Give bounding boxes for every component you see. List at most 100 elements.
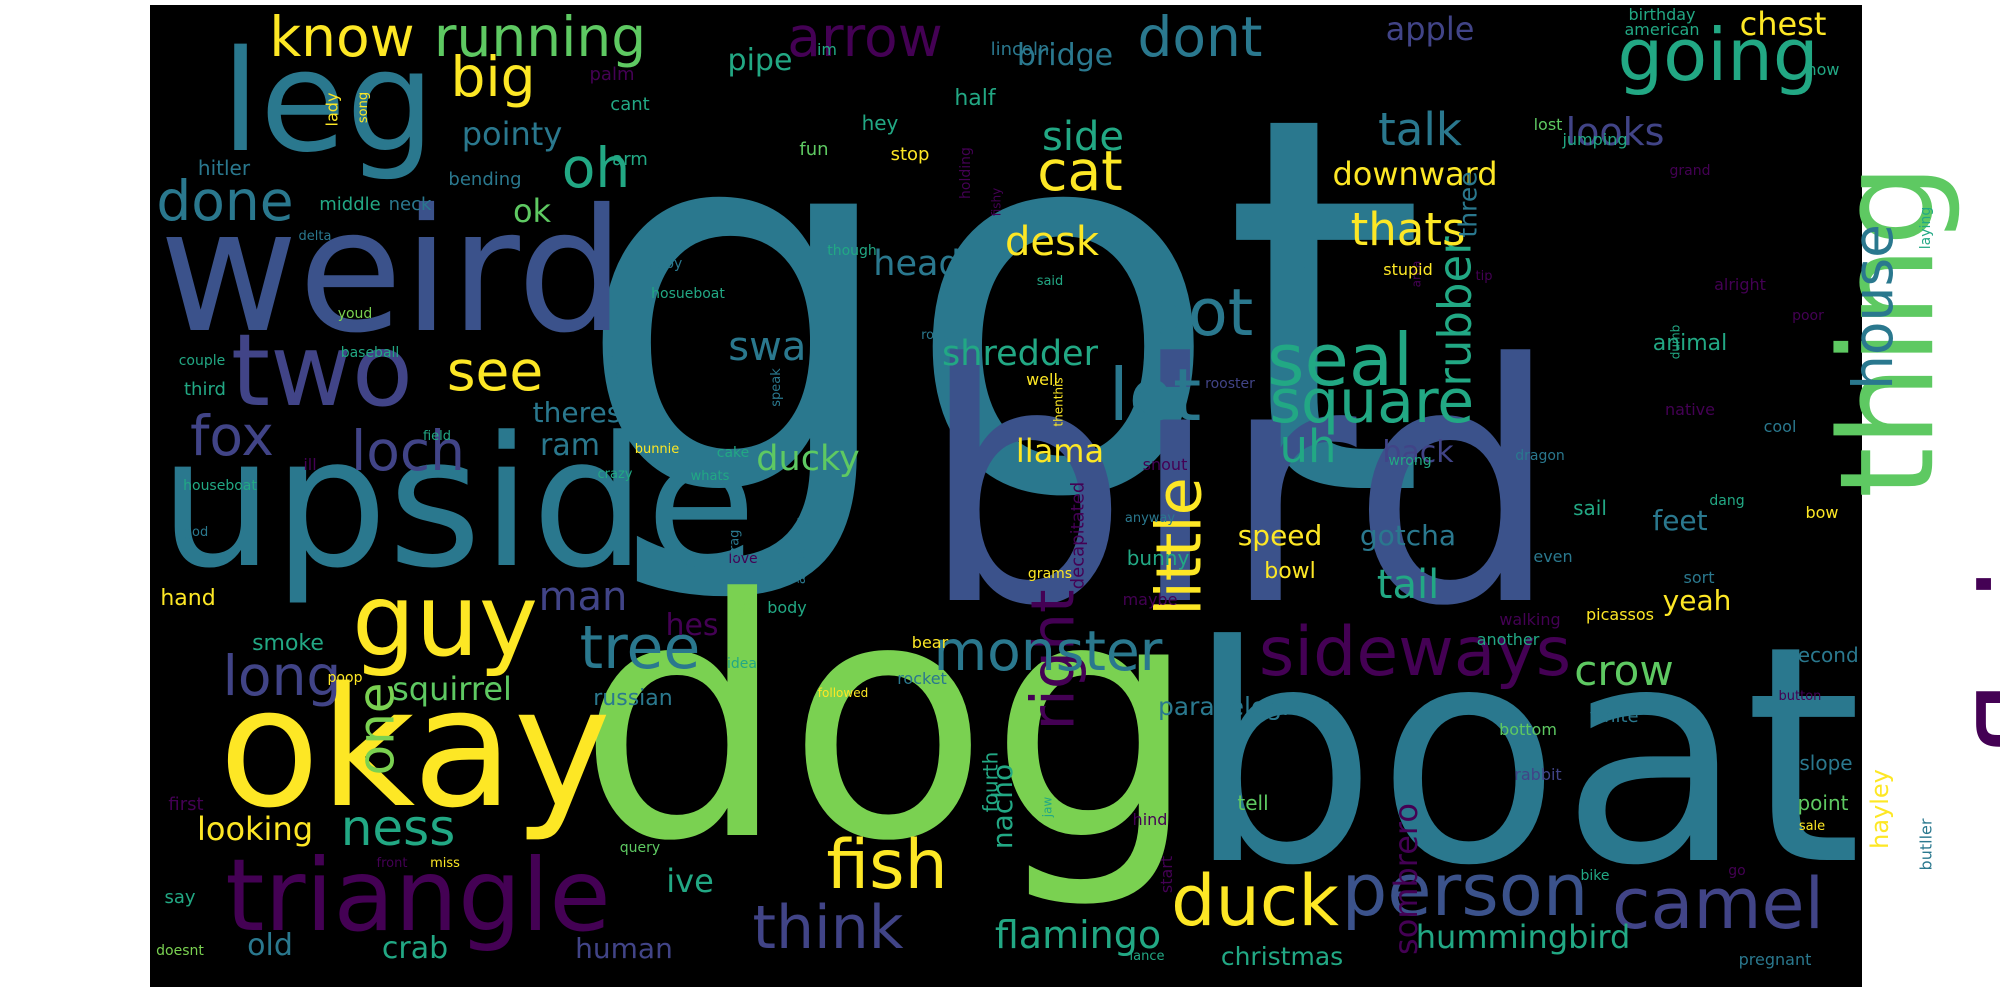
word-russian: russian	[593, 686, 672, 711]
word-dragon: dragon	[1515, 448, 1565, 464]
word-person: person	[1342, 848, 1589, 932]
word-hosueboat: hosueboat	[651, 286, 725, 302]
word-well: well	[1026, 370, 1058, 389]
word-though: though	[827, 243, 877, 259]
word-oh: oh	[562, 136, 631, 200]
word-butller: butller	[1916, 818, 1935, 870]
word-thing: thing	[1811, 164, 1963, 498]
word-youd: youd	[338, 306, 373, 322]
word-fishy: fishy	[989, 188, 1003, 217]
word-fox: fox	[190, 404, 274, 468]
word-let: let	[1109, 353, 1202, 437]
word-tree: tree	[580, 613, 701, 683]
word-doesnt: doesnt	[156, 943, 204, 959]
word-said: said	[1037, 274, 1064, 289]
word-arm: arm	[612, 149, 648, 170]
word-dog: dog	[578, 529, 1199, 913]
word-sale: sale	[1799, 819, 1825, 834]
word-palm: palm	[590, 64, 635, 85]
word-body: body	[767, 598, 807, 617]
word-triangle: triangle	[225, 837, 611, 954]
word-birthday: birthday	[1628, 5, 1695, 24]
word-bunnie: bunnie	[635, 442, 680, 457]
word-okay: okay	[219, 652, 611, 844]
word-slope: slope	[1799, 751, 1852, 775]
word-bird: bird	[920, 294, 1561, 678]
word-chest: chest	[1740, 5, 1827, 43]
word-third: third	[184, 379, 226, 400]
word-even: even	[1533, 547, 1572, 566]
word-maybe: maybe	[1123, 590, 1178, 609]
word-cake: cake	[717, 445, 750, 461]
word-neck: neck	[389, 194, 432, 215]
word-walking: walking	[1499, 610, 1560, 629]
word-bear: bear	[912, 633, 949, 652]
word-cat: cat	[1037, 139, 1123, 203]
word-miss: miss	[430, 856, 460, 871]
word-dumb: dumb	[1668, 325, 1682, 360]
word-sideways: sideways	[1259, 613, 1571, 692]
word-laying: laying	[1918, 207, 1934, 249]
word-animal: animal	[1653, 331, 1728, 356]
word-ya: ya	[737, 597, 756, 616]
word-song: song	[356, 92, 371, 123]
word-gotcha: gotcha	[1360, 519, 1456, 552]
word-speak: speak	[769, 368, 784, 407]
word-bridge: bridge	[1017, 38, 1113, 73]
word-point: point	[1797, 791, 1848, 815]
word-fun: fun	[799, 139, 828, 160]
word-running: running	[434, 5, 646, 69]
word-ness: ness	[341, 799, 456, 857]
word-three: three	[1454, 171, 1483, 237]
word-bowl: bowl	[1264, 559, 1316, 584]
word-two: two	[231, 312, 413, 429]
word-middle: middle	[319, 194, 380, 215]
word-tell: tell	[1237, 791, 1268, 815]
word-going: going	[1617, 13, 1818, 97]
word-rubber: rubber	[1429, 236, 1482, 387]
word-rooster: rooster	[1205, 376, 1255, 392]
word-group: gotbirddogboatupsideweirdokaylegflyingth…	[156, 5, 2000, 971]
word-american: american	[1625, 20, 1700, 39]
word-camel: camel	[1612, 863, 1824, 945]
word-now: now	[1806, 60, 1839, 79]
word-upside: upside	[159, 399, 756, 608]
word-leg: leg	[221, 21, 435, 184]
word-right: right	[1018, 590, 1088, 731]
word-pointy: pointy	[462, 115, 563, 153]
word-alright: alright	[1714, 275, 1766, 294]
word-pregnant: pregnant	[1739, 950, 1812, 969]
word-cool: cool	[1764, 417, 1797, 436]
word-human: human	[575, 932, 673, 965]
word-rabbit: rabbit	[1514, 765, 1561, 784]
word-front: front	[377, 856, 408, 871]
word-flying: flying	[1954, 401, 2000, 761]
word-ducky: ducky	[756, 439, 859, 479]
word-house: house	[1841, 224, 1905, 390]
word-hayley: hayley	[1866, 769, 1894, 849]
word-lincoln: lincoln	[991, 39, 1050, 60]
word-lost: lost	[1534, 115, 1563, 134]
word-whats: whats	[691, 469, 730, 484]
word-followed: followed	[818, 686, 868, 700]
word-squirrel: squirrel	[392, 670, 512, 708]
word-long: long	[223, 644, 342, 708]
word-done: done	[156, 169, 293, 233]
word-love: love	[728, 551, 757, 567]
word-dont: dont	[1138, 5, 1263, 69]
word-god: god	[184, 525, 208, 540]
canvas-background	[150, 5, 1862, 987]
word-nacho: nacho	[986, 764, 1019, 849]
word-parallelogram: parallelogram	[1158, 692, 1332, 721]
word-poop: poop	[328, 670, 363, 686]
word-field: field	[423, 429, 451, 444]
word-delta: delta	[299, 229, 332, 244]
word-drag: drag	[727, 530, 742, 560]
word-rough: rough	[921, 328, 959, 343]
word-picassos: picassos	[1586, 605, 1654, 624]
word-ill: ill	[303, 455, 316, 474]
word-talk: talk	[1378, 103, 1462, 156]
word-crab: crab	[382, 931, 448, 966]
word-fourth: fourth	[978, 752, 1002, 813]
word-baby: baby	[648, 256, 683, 272]
